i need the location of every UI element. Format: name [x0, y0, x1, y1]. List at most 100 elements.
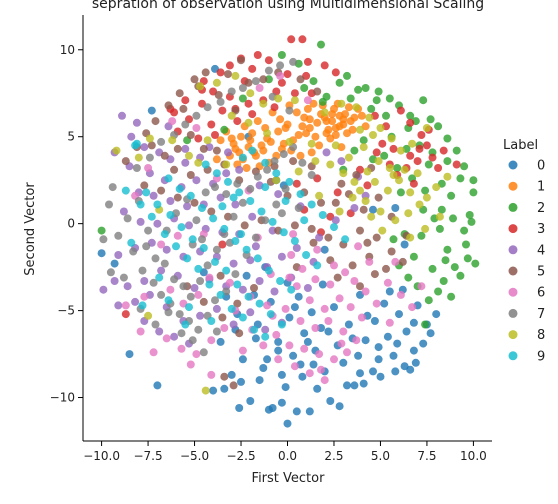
point-5-75 [214, 91, 223, 99]
point-8-38 [432, 183, 441, 192]
point-5-33 [359, 205, 368, 214]
point-4-82 [274, 190, 283, 199]
point-2-51 [434, 287, 443, 296]
point-0-11 [220, 384, 229, 393]
point-6-48 [173, 231, 182, 240]
point-8-36 [404, 209, 413, 218]
point-0-7 [277, 398, 286, 407]
point-6-3 [326, 280, 335, 289]
point-0-20 [298, 372, 307, 381]
point-0-37 [402, 327, 411, 336]
point-4-23 [136, 217, 145, 226]
point-5-59 [309, 238, 318, 247]
point-0-74 [391, 204, 400, 212]
point-8-55 [378, 226, 387, 235]
point-8-62 [134, 153, 143, 162]
point-1-70 [305, 124, 314, 132]
legend-marker [508, 330, 518, 340]
point-7-41 [261, 216, 270, 225]
point-2-17 [469, 176, 478, 185]
point-3-22 [207, 120, 216, 129]
point-5-15 [147, 141, 156, 150]
point-5-3 [224, 70, 232, 79]
point-5-17 [173, 144, 182, 153]
point-5-22 [186, 171, 195, 179]
point-0-96 [411, 358, 420, 367]
point-1-4 [328, 117, 337, 126]
point-3-31 [417, 131, 426, 139]
point-5-0 [237, 56, 245, 65]
point-4-46 [123, 282, 132, 291]
point-4-53 [238, 285, 247, 294]
point-2-6 [361, 84, 370, 92]
point-1-56 [344, 103, 353, 112]
point-0-67 [147, 106, 156, 115]
point-6-12 [357, 313, 366, 322]
point-3-38 [378, 139, 387, 148]
point-2-56 [335, 78, 344, 87]
point-1-24 [292, 108, 301, 117]
point-7-34 [194, 325, 203, 334]
point-6-5 [350, 277, 359, 285]
point-4-84 [235, 165, 244, 174]
point-8-49 [356, 125, 364, 134]
point-3-25 [248, 110, 257, 119]
point-1-43 [350, 113, 359, 122]
legend-item-3: 3 [508, 222, 545, 237]
point-6-30 [320, 376, 329, 385]
point-8-52 [435, 212, 444, 221]
point-5-37 [173, 193, 182, 202]
point-8-7 [212, 78, 221, 87]
point-9-25 [266, 310, 275, 319]
point-8-46 [272, 176, 281, 185]
point-0-97 [356, 369, 364, 378]
point-7-56 [276, 61, 285, 70]
point-3-68 [320, 61, 329, 70]
point-3-26 [270, 103, 279, 112]
point-7-76 [294, 204, 303, 212]
point-5-18 [186, 131, 195, 139]
point-3-61 [363, 181, 372, 190]
point-7-43 [281, 184, 290, 193]
point-7-68 [201, 188, 210, 197]
point-4-64 [196, 311, 205, 320]
point-8-68 [335, 207, 344, 216]
point-5-50 [387, 247, 396, 256]
point-0-28 [153, 381, 162, 390]
point-7-11 [179, 282, 188, 291]
point-0-42 [300, 329, 309, 338]
point-3-32 [422, 141, 431, 150]
x-tick-label: 5.0 [371, 449, 390, 463]
point-9-37 [276, 277, 285, 285]
point-5-46 [324, 233, 333, 242]
point-0-10 [359, 379, 368, 388]
point-8-50 [408, 139, 417, 148]
point-0-0 [283, 419, 292, 428]
y-tick-label: 5 [67, 130, 75, 144]
point-8-67 [367, 212, 376, 221]
point-5-16 [160, 151, 169, 160]
x-tick-label: −7.5 [133, 449, 162, 463]
legend-item-4: 4 [508, 243, 545, 258]
series-9 [121, 139, 350, 341]
point-1-0 [298, 122, 307, 131]
point-2-7 [374, 87, 383, 96]
point-7-15 [212, 245, 221, 254]
point-0-61 [318, 280, 327, 289]
point-6-41 [166, 285, 175, 294]
point-0-5 [326, 397, 335, 405]
point-2-15 [452, 146, 461, 155]
point-3-55 [277, 78, 286, 87]
point-5-57 [370, 270, 379, 279]
point-6-43 [194, 290, 203, 299]
legend-label: 4 [537, 243, 545, 258]
point-8-32 [356, 186, 364, 195]
point-6-39 [136, 327, 145, 336]
point-8-48 [369, 131, 377, 139]
point-8-13 [290, 96, 299, 105]
point-8-57 [227, 111, 236, 120]
point-2-59 [382, 111, 390, 120]
point-1-73 [231, 144, 240, 153]
legend-label: 2 [537, 201, 545, 216]
point-7-42 [272, 200, 281, 209]
